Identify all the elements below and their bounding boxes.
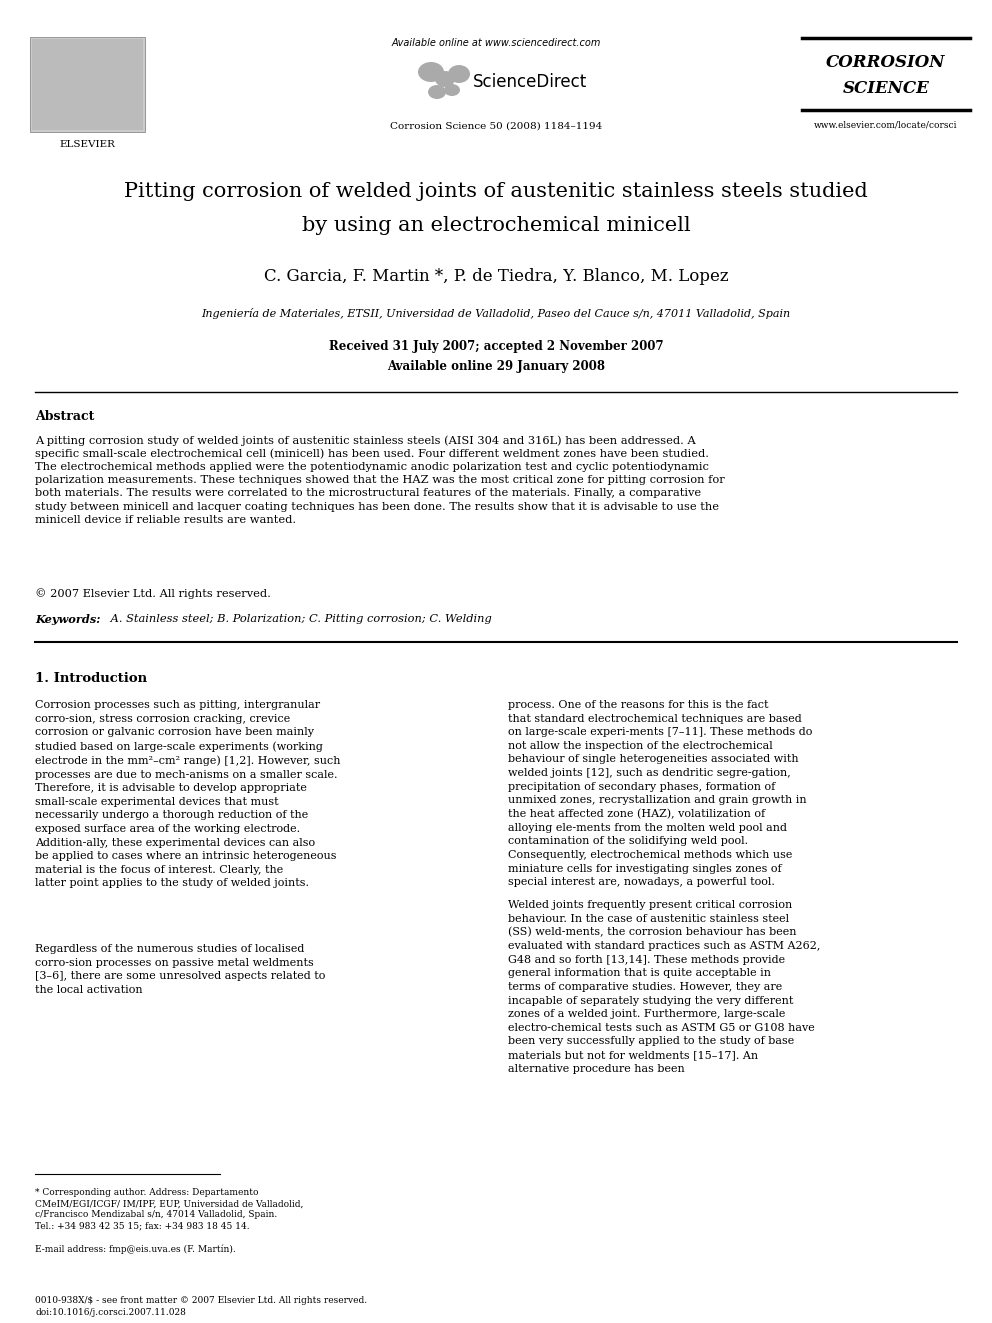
- Text: Keywords:: Keywords:: [35, 614, 100, 624]
- Text: 0010-938X/$ - see front matter © 2007 Elsevier Ltd. All rights reserved.: 0010-938X/$ - see front matter © 2007 El…: [35, 1297, 367, 1304]
- Text: Corrosion Science 50 (2008) 1184–1194: Corrosion Science 50 (2008) 1184–1194: [390, 122, 602, 131]
- Text: doi:10.1016/j.corsci.2007.11.028: doi:10.1016/j.corsci.2007.11.028: [35, 1308, 186, 1316]
- Text: * Corresponding author. Address: Departamento
CMeIM/EGI/ICGF/ IM/IPF, EUP, Unive: * Corresponding author. Address: Departa…: [35, 1188, 304, 1230]
- Text: Welded joints frequently present critical corrosion
behaviour. In the case of au: Welded joints frequently present critica…: [508, 900, 820, 1074]
- Text: ScienceDirect: ScienceDirect: [473, 73, 587, 91]
- Text: Pitting corrosion of welded joints of austenitic stainless steels studied: Pitting corrosion of welded joints of au…: [124, 183, 868, 201]
- Text: © 2007 Elsevier Ltd. All rights reserved.: © 2007 Elsevier Ltd. All rights reserved…: [35, 587, 271, 599]
- Text: E-mail address: fmp@eis.uva.es (F. Martín).: E-mail address: fmp@eis.uva.es (F. Martí…: [35, 1244, 236, 1253]
- Text: Corrosion processes such as pitting, intergranular
corro-sion, stress corrosion : Corrosion processes such as pitting, int…: [35, 700, 340, 889]
- Ellipse shape: [435, 71, 455, 87]
- Ellipse shape: [418, 62, 444, 82]
- Text: SCIENCE: SCIENCE: [842, 79, 930, 97]
- Bar: [32, 38, 143, 130]
- Ellipse shape: [428, 85, 446, 99]
- Text: 1. Introduction: 1. Introduction: [35, 672, 147, 685]
- Bar: [30, 37, 145, 132]
- Ellipse shape: [448, 65, 470, 83]
- Text: C. Garcia, F. Martin *, P. de Tiedra, Y. Blanco, M. Lopez: C. Garcia, F. Martin *, P. de Tiedra, Y.…: [264, 269, 728, 284]
- Text: process. One of the reasons for this is the fact
that standard electrochemical t: process. One of the reasons for this is …: [508, 700, 812, 888]
- Text: Abstract: Abstract: [35, 410, 94, 423]
- Text: A. Stainless steel; B. Polarization; C. Pitting corrosion; C. Welding: A. Stainless steel; B. Polarization; C. …: [107, 614, 492, 624]
- Ellipse shape: [444, 83, 460, 97]
- Text: Regardless of the numerous studies of localised
corro-sion processes on passive : Regardless of the numerous studies of lo…: [35, 945, 325, 995]
- Text: Available online 29 January 2008: Available online 29 January 2008: [387, 360, 605, 373]
- Text: A pitting corrosion study of welded joints of austenitic stainless steels (AISI : A pitting corrosion study of welded join…: [35, 435, 725, 525]
- Text: Available online at www.sciencedirect.com: Available online at www.sciencedirect.co…: [391, 38, 601, 48]
- Text: Received 31 July 2007; accepted 2 November 2007: Received 31 July 2007; accepted 2 Novemb…: [328, 340, 664, 353]
- Text: CORROSION: CORROSION: [826, 54, 945, 71]
- Text: Ingeniería de Materiales, ETSII, Universidad de Valladolid, Paseo del Cauce s/n,: Ingeniería de Materiales, ETSII, Univers…: [201, 308, 791, 319]
- Text: ELSEVIER: ELSEVIER: [60, 140, 115, 149]
- Text: www.elsevier.com/locate/corsci: www.elsevier.com/locate/corsci: [814, 120, 957, 130]
- Text: by using an electrochemical minicell: by using an electrochemical minicell: [302, 216, 690, 235]
